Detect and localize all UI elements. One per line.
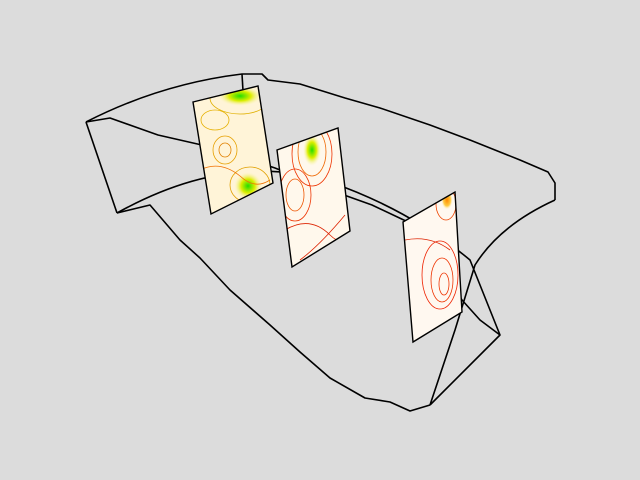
top-edge	[85, 73, 556, 200]
slice-face	[403, 192, 462, 342]
slice	[276, 127, 351, 269]
right-edge	[429, 199, 556, 406]
slice-contours	[278, 128, 350, 261]
slice	[192, 85, 274, 216]
left-edge	[85, 121, 118, 214]
mid-edge	[85, 117, 501, 336]
slice-face	[277, 128, 350, 267]
slice	[402, 190, 463, 344]
bottom-edge	[116, 204, 431, 412]
